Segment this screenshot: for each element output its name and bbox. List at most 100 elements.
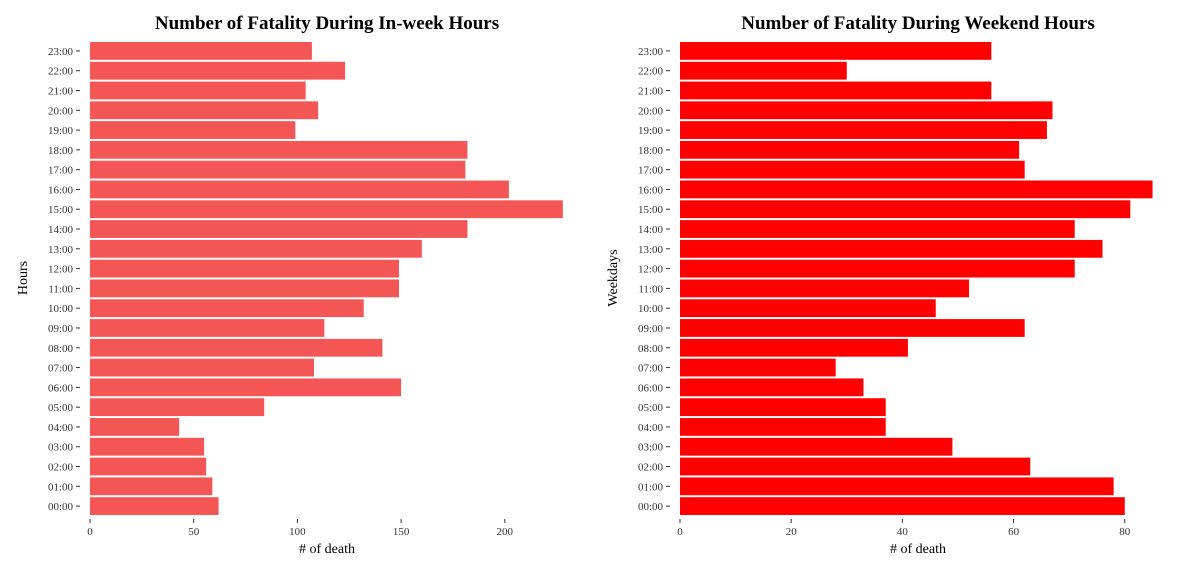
y-tick-label: 15:00 (638, 204, 664, 216)
y-tick-label: 11:00 (638, 283, 663, 295)
bar (90, 81, 306, 100)
x-tick-label: 0 (87, 526, 93, 538)
bar (680, 81, 992, 100)
y-tick-label: 00:00 (48, 501, 74, 513)
y-tick-label: 02:00 (48, 462, 74, 474)
bar (680, 140, 1020, 159)
y-tick-label: 14:00 (638, 224, 664, 236)
bar (680, 398, 886, 417)
y-tick-label: 13:00 (638, 244, 664, 256)
weekend-chart-panel: Number of Fatality During Weekend Hours … (606, 13, 1153, 557)
y-tick-label: 05:00 (638, 402, 664, 414)
bar (90, 61, 346, 80)
bar (90, 398, 265, 417)
y-tick-label: 04:00 (48, 422, 74, 434)
y-tick-label: 20:00 (638, 105, 664, 117)
bar (680, 477, 1114, 496)
x-tick-label: 40 (897, 526, 909, 538)
bar (680, 358, 836, 377)
bar (90, 180, 509, 199)
bar (90, 220, 468, 238)
y-tick-label: 21:00 (48, 85, 74, 97)
y-tick-label: 07:00 (48, 363, 74, 375)
y-tick-label: 03:00 (638, 442, 664, 454)
y-tick-label: 20:00 (48, 105, 74, 117)
bar (680, 180, 1153, 199)
y-tick-label: 06:00 (48, 382, 74, 394)
y-ticks-group: 00:00 01:00 02:00 03:00 04:00 05:00 06:00 07:00… (638, 46, 670, 513)
bar (680, 101, 1053, 120)
bar (90, 259, 400, 278)
y-tick-label: 18:00 (638, 145, 664, 157)
bars-group (90, 41, 563, 516)
x-ticks-group: 0 50 100 150 200 (87, 519, 514, 538)
bar (90, 239, 422, 258)
chart-title: Number of Fatality During Weekend Hours (741, 13, 1094, 34)
bar (90, 457, 207, 476)
bar (680, 200, 1131, 219)
bar (90, 121, 296, 139)
bar (680, 437, 953, 456)
y-axis-label: Hours (16, 261, 31, 295)
bar (90, 279, 400, 298)
y-tick-label: 23:00 (48, 46, 74, 58)
x-tick-label: 0 (677, 526, 683, 538)
y-tick-label: 02:00 (638, 462, 664, 474)
inweek-chart-panel: Number of Fatality During In-week Hours … (16, 13, 563, 557)
bar (680, 299, 936, 318)
y-tick-label: 18:00 (48, 145, 74, 157)
bar (680, 319, 1025, 337)
y-tick-label: 19:00 (638, 125, 664, 137)
y-tick-label: 13:00 (48, 244, 74, 256)
x-tick-label: 50 (188, 526, 200, 538)
bar (680, 338, 908, 357)
y-tick-label: 12:00 (48, 264, 74, 276)
bar (90, 160, 466, 179)
y-tick-label: 10:00 (638, 303, 664, 315)
bar (680, 121, 1047, 139)
x-ticks-group: 0 20 40 60 80 (677, 519, 1131, 538)
y-tick-label: 23:00 (638, 46, 664, 58)
bar (680, 418, 886, 436)
y-tick-label: 14:00 (48, 224, 74, 236)
x-tick-label: 100 (289, 526, 306, 538)
bar (90, 299, 364, 318)
bar (90, 140, 468, 159)
y-tick-label: 07:00 (638, 363, 664, 375)
y-tick-label: 01:00 (48, 481, 74, 493)
y-tick-label: 22:00 (638, 66, 664, 78)
bar (90, 497, 219, 516)
bar (90, 437, 205, 456)
y-tick-label: 10:00 (48, 303, 74, 315)
bar (90, 338, 383, 357)
y-tick-label: 03:00 (48, 442, 74, 454)
bars-group (680, 41, 1153, 516)
y-tick-label: 15:00 (48, 204, 74, 216)
bar (680, 497, 1125, 516)
y-tick-label: 17:00 (638, 165, 664, 177)
x-tick-label: 60 (1008, 526, 1020, 538)
bar (90, 477, 213, 496)
bar (90, 378, 402, 397)
bar (680, 279, 970, 298)
bar (680, 220, 1075, 238)
chart-title: Number of Fatality During In-week Hours (155, 13, 499, 34)
y-tick-label: 04:00 (638, 422, 664, 434)
x-tick-label: 20 (786, 526, 798, 538)
y-tick-label: 11:00 (48, 283, 73, 295)
bar (680, 41, 992, 60)
bar (680, 61, 847, 80)
y-tick-label: 12:00 (638, 264, 664, 276)
y-ticks-group: 00:00 01:00 02:00 03:00 04:00 05:00 06:00 07:00… (48, 46, 80, 513)
y-tick-label: 22:00 (48, 66, 74, 78)
y-tick-label: 16:00 (48, 184, 74, 196)
x-axis-label: # of death (299, 542, 355, 557)
bar (90, 358, 314, 377)
y-tick-label: 09:00 (638, 323, 664, 335)
y-tick-label: 19:00 (48, 125, 74, 137)
y-tick-label: 06:00 (638, 382, 664, 394)
x-tick-label: 150 (393, 526, 410, 538)
bar (680, 259, 1075, 278)
bar (680, 239, 1103, 258)
